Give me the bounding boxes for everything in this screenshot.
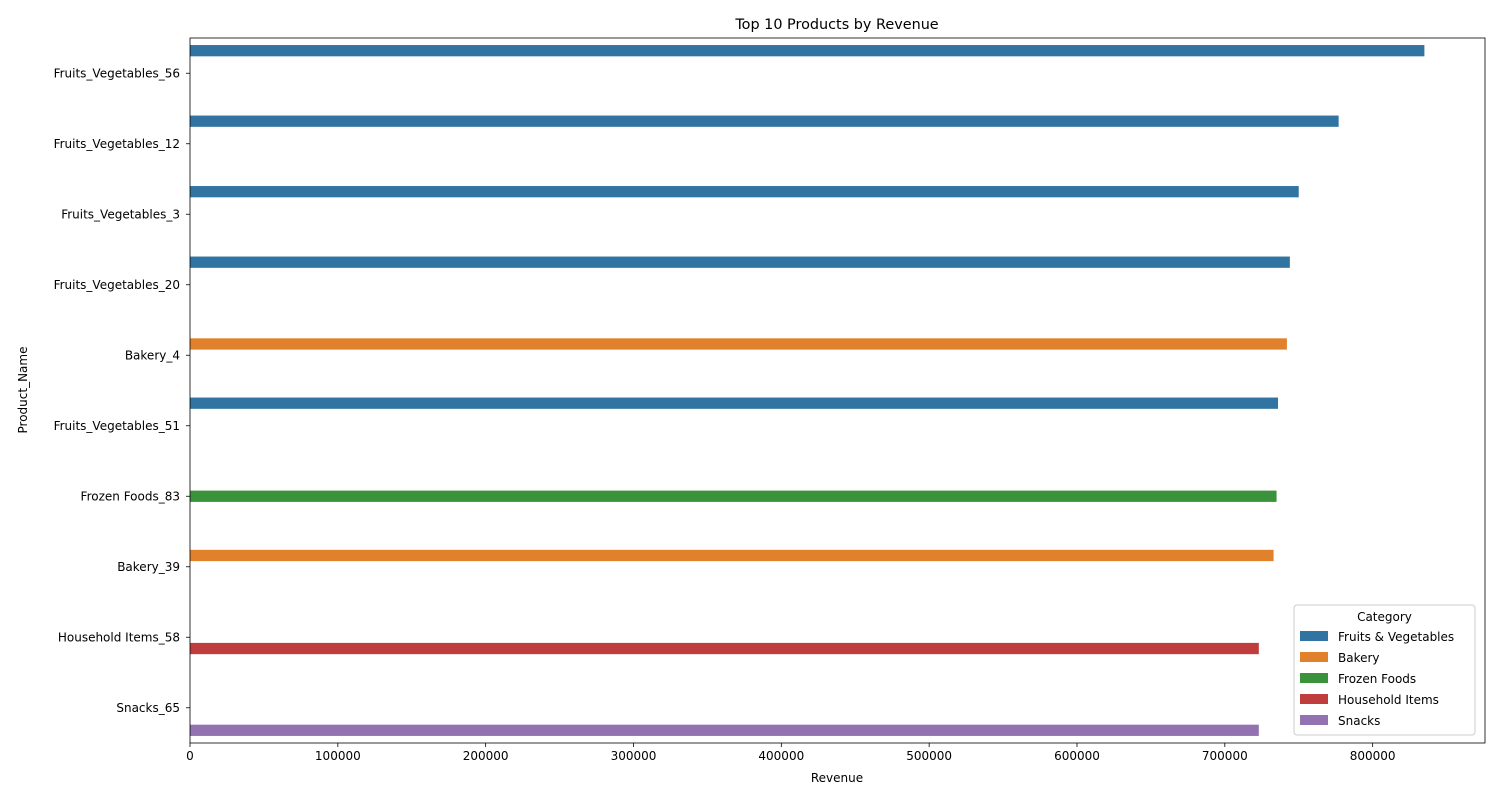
legend-entry: Household Items bbox=[1338, 693, 1439, 707]
x-tick-label: 200000 bbox=[463, 749, 509, 763]
legend-swatch bbox=[1300, 673, 1328, 683]
y-tick-label: Fruits_Vegetables_51 bbox=[54, 419, 180, 433]
legend-entry: Snacks bbox=[1338, 714, 1380, 728]
bar-fruits-vegetables-3 bbox=[190, 186, 1299, 198]
y-tick-label: Fruits_Vegetables_20 bbox=[54, 278, 180, 292]
x-tick-label: 0 bbox=[186, 749, 194, 763]
x-tick-label: 400000 bbox=[758, 749, 804, 763]
x-tick-label: 800000 bbox=[1350, 749, 1396, 763]
y-axis-label: Product_Name bbox=[16, 347, 30, 434]
y-tick-label: Fruits_Vegetables_12 bbox=[54, 137, 180, 151]
y-tick-label: Fruits_Vegetables_56 bbox=[54, 66, 180, 80]
x-tick-label: 600000 bbox=[1054, 749, 1100, 763]
y-tick-label: Bakery_39 bbox=[117, 560, 180, 574]
legend-swatch bbox=[1300, 652, 1328, 662]
y-tick-label: Frozen Foods_83 bbox=[81, 489, 180, 503]
legend-swatch bbox=[1300, 715, 1328, 725]
x-tick-label: 100000 bbox=[315, 749, 361, 763]
x-tick-label: 700000 bbox=[1202, 749, 1248, 763]
y-tick-label: Bakery_4 bbox=[125, 348, 180, 362]
legend-entry: Frozen Foods bbox=[1338, 672, 1416, 686]
y-tick-label: Snacks_65 bbox=[116, 701, 180, 715]
bar-bakery-4 bbox=[190, 338, 1287, 350]
legend-title: Category bbox=[1357, 610, 1412, 624]
plot-area: 0 100000 200000 300000 400000 500000 600000 700… bbox=[54, 37, 1486, 763]
bar-fruits-vegetables-56 bbox=[190, 45, 1425, 57]
x-tick-label: 500000 bbox=[906, 749, 952, 763]
legend-swatch bbox=[1300, 694, 1328, 704]
legend-box bbox=[1293, 604, 1476, 736]
legend-entry: Fruits & Vegetables bbox=[1338, 630, 1454, 644]
legend: Category Fruits & Vegetables Bakery Frozen … bbox=[1293, 604, 1476, 736]
bar-household-items-58 bbox=[190, 642, 1259, 655]
bar-fruits-vegetables-12 bbox=[190, 115, 1339, 127]
y-tick-label: Fruits_Vegetables_3 bbox=[61, 207, 180, 221]
bar-fruits-vegetables-20 bbox=[190, 256, 1290, 268]
axes-frame bbox=[189, 37, 1486, 744]
bar-fruits-vegetables-51 bbox=[190, 397, 1279, 409]
x-tick-label: 300000 bbox=[611, 749, 657, 763]
bar-snacks-65 bbox=[190, 724, 1259, 736]
bar-bakery-39 bbox=[190, 549, 1274, 562]
bar-frozen-foods-83 bbox=[190, 490, 1277, 502]
y-tick-label: Household Items_58 bbox=[58, 630, 180, 644]
legend-entry: Bakery bbox=[1338, 651, 1380, 665]
x-axis-label: Revenue bbox=[811, 771, 863, 785]
legend-swatch bbox=[1300, 631, 1328, 641]
chart-title: Top 10 Products by Revenue bbox=[734, 17, 938, 33]
